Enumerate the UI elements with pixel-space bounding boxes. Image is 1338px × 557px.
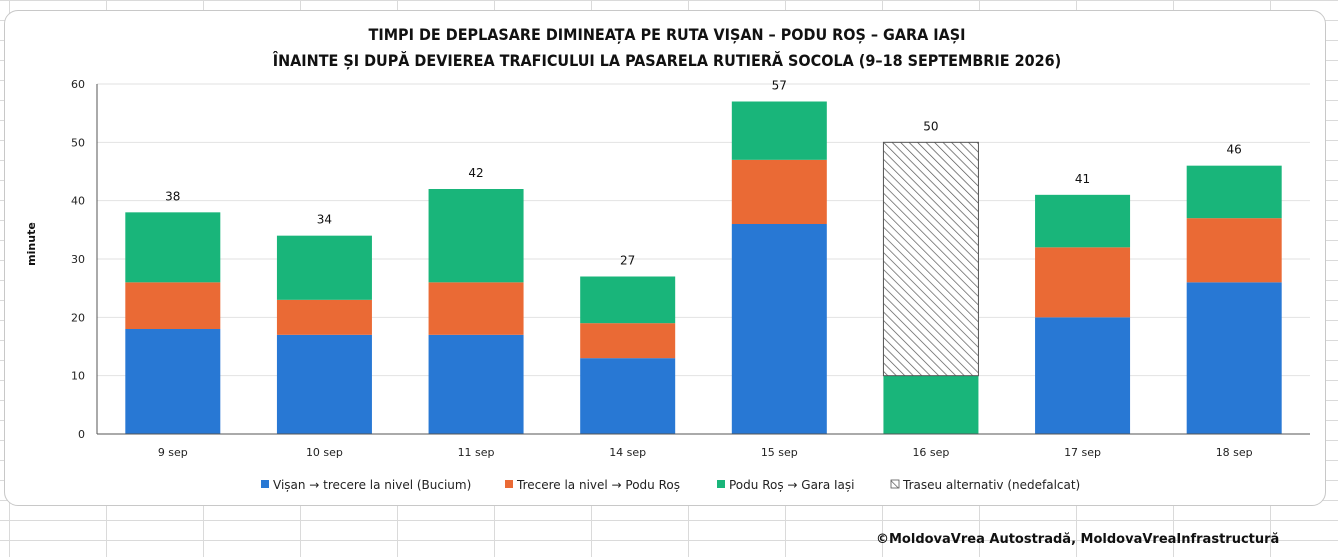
x-tick-label: 16 sep xyxy=(912,446,949,459)
y-tick-label: 20 xyxy=(71,311,85,324)
legend-label: Traseu alternativ (nedefalcat) xyxy=(902,478,1080,492)
bar-segment-2 xyxy=(1186,218,1282,283)
y-tick-label: 0 xyxy=(78,428,85,441)
x-tick-label: 18 sep xyxy=(1216,446,1253,459)
y-tick-label: 30 xyxy=(71,253,85,266)
legend-label: Trecere la nivel → Podu Roș xyxy=(516,478,680,492)
copyright-credit: ©MoldovaVrea Autostradă, MoldovaVreaInfr… xyxy=(876,532,1280,547)
bar-segment-4 xyxy=(882,141,979,377)
legend-item-1: Vișan → trecere la nivel (Bucium) xyxy=(261,478,471,492)
y-axis-label: minute xyxy=(25,222,38,266)
chart-panel: TIMPI DE DEPLASARE DIMINEAȚA PE RUTA VIȘ… xyxy=(4,10,1326,506)
bar-segment-1 xyxy=(731,224,827,434)
bar-segment-1 xyxy=(580,358,676,434)
bar-segment-2 xyxy=(276,299,372,335)
y-tick-label: 50 xyxy=(71,136,85,149)
y-tick-label: 40 xyxy=(71,195,85,208)
chart-title-line-2: ÎNAINTE ȘI DUPĂ DEVIEREA TRAFICULUI LA P… xyxy=(273,51,1061,70)
bar-segment-1 xyxy=(125,329,221,434)
bar-segment-1 xyxy=(428,334,524,434)
legend-swatch xyxy=(505,480,513,488)
bar-segment-3 xyxy=(276,235,372,300)
bar-segment-2 xyxy=(580,323,676,359)
legend-item-3: Podu Roș → Gara Iași xyxy=(717,478,855,492)
legend-label: Podu Roș → Gara Iași xyxy=(729,478,855,492)
x-tick-label: 14 sep xyxy=(609,446,646,459)
bar-total-label: 50 xyxy=(923,119,938,133)
bar-total-label: 34 xyxy=(317,213,332,227)
bar-total-label: 27 xyxy=(620,254,635,268)
bar-segment-3 xyxy=(731,101,827,160)
bar-segment-1 xyxy=(1035,317,1131,434)
bar-segment-3 xyxy=(883,375,979,434)
legend-swatch xyxy=(717,480,725,488)
bar-segment-2 xyxy=(428,282,524,335)
bar-segment-3 xyxy=(1035,194,1131,248)
y-tick-label: 10 xyxy=(71,370,85,383)
bar-total-label: 41 xyxy=(1075,172,1090,186)
bar-segment-3 xyxy=(1186,165,1282,219)
x-tick-label: 9 sep xyxy=(158,446,188,459)
bar-total-label: 38 xyxy=(165,189,180,203)
legend-label: Vișan → trecere la nivel (Bucium) xyxy=(273,478,471,492)
bar-segment-1 xyxy=(1186,282,1282,434)
bar-total-label: 46 xyxy=(1227,143,1242,157)
legend-item-4: Traseu alternativ (nedefalcat) xyxy=(890,478,1080,492)
bar-segment-3 xyxy=(125,212,221,283)
chart-title-line-1: TIMPI DE DEPLASARE DIMINEAȚA PE RUTA VIȘ… xyxy=(369,25,966,44)
stacked-bar-chart: TIMPI DE DEPLASARE DIMINEAȚA PE RUTA VIȘ… xyxy=(25,25,1310,492)
x-tick-label: 11 sep xyxy=(458,446,495,459)
x-tick-label: 15 sep xyxy=(761,446,798,459)
x-tick-label: 10 sep xyxy=(306,446,343,459)
bar-total-label: 57 xyxy=(772,79,787,93)
bar-total-label: 42 xyxy=(468,166,483,180)
bar-segment-2 xyxy=(1035,247,1131,318)
y-tick-label: 60 xyxy=(71,78,85,91)
bar-segment-2 xyxy=(731,159,827,224)
x-tick-label: 17 sep xyxy=(1064,446,1101,459)
bar-segment-3 xyxy=(428,189,524,283)
legend-swatch xyxy=(261,480,269,488)
legend-swatch xyxy=(890,479,900,489)
legend-item-2: Trecere la nivel → Podu Roș xyxy=(505,478,680,492)
bar-segment-3 xyxy=(580,276,676,324)
bar-segment-1 xyxy=(276,334,372,434)
legend: Vișan → trecere la nivel (Bucium) Trecere… xyxy=(261,478,1080,492)
bar-segment-2 xyxy=(125,282,221,329)
